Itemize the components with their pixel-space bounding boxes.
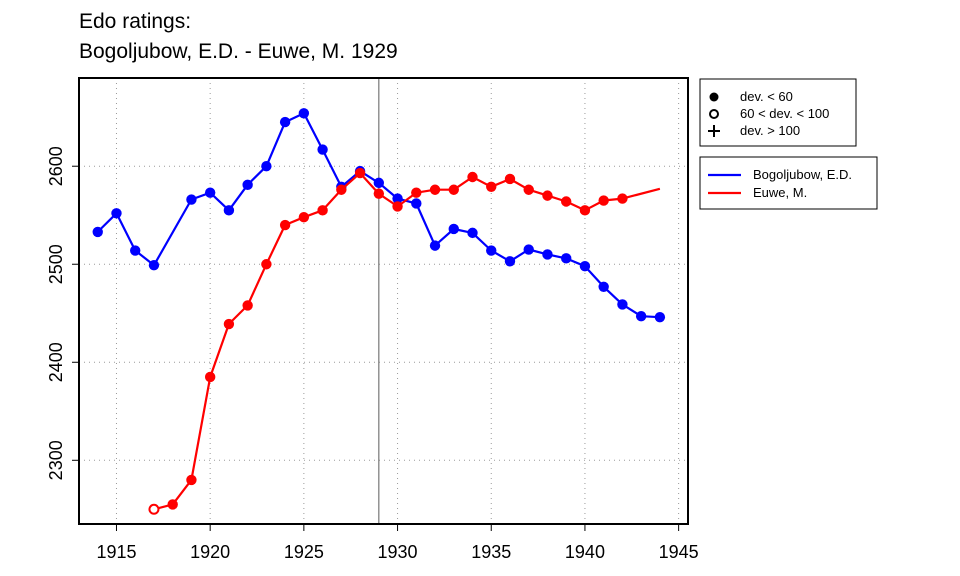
data-point [223,318,235,330]
data-point [579,261,591,272]
x-tick-label: 1915 [96,542,136,562]
data-point [561,196,572,207]
x-tick-label: 1935 [471,542,511,562]
x-tick-label: 1940 [565,542,605,562]
data-point [167,499,178,510]
data-point [504,256,516,267]
data-point [429,240,441,251]
data-point [298,108,310,119]
data-point [561,253,572,264]
x-tick-label: 1925 [284,542,324,562]
x-tick-label: 1930 [378,542,418,562]
marker-legend-label: 60 < dev. < 100 [740,106,829,121]
data-point [617,299,628,310]
series-line-1 [153,172,661,511]
y-tick-label: 2300 [46,440,66,480]
x-tick-label: 1945 [659,542,699,562]
data-point [242,179,253,191]
series-legend [699,156,878,210]
data-point [448,223,459,235]
data-point [523,244,534,255]
data-point [467,227,478,239]
legend-filled-circle [709,92,719,102]
data-point [204,371,216,383]
data-point [298,211,310,223]
data-point [542,190,553,201]
data-point [598,281,609,292]
data-point [317,205,328,216]
y-tick-label: 2500 [46,244,66,284]
chart-title: Edo ratings: [79,10,192,33]
data-point [486,245,497,256]
data-point [186,474,197,486]
series-legend-label: Bogoljubow, E.D. [753,167,852,182]
data-point [392,201,403,212]
data-point [204,187,216,198]
x-tick-label: 1920 [190,542,230,562]
data-point [336,184,347,195]
data-point [411,187,422,198]
data-point [279,219,291,231]
series-legend-label: Euwe, M. [753,185,807,200]
data-point [186,194,197,205]
data-point [223,205,235,216]
data-point [261,259,272,270]
data-point [373,188,385,199]
data-point [448,184,459,195]
marker-legend-label: dev. < 60 [740,89,793,104]
y-tick-label: 2400 [46,342,66,382]
chart-subtitle: Bogoljubow, E.D. - Euwe, M. 1929 [79,40,398,63]
data-point [617,193,628,204]
data-point [411,198,422,209]
marker-legend-label: dev. > 100 [740,123,800,138]
data-point [373,177,385,189]
data-point [130,245,141,256]
data-point [392,193,403,204]
data-point [429,184,441,195]
data-point [635,310,647,322]
data-point [354,167,366,179]
data-point [486,181,497,193]
data-point [467,171,478,183]
y-tick-label: 2600 [46,146,66,186]
data-point [598,195,609,206]
data-point [279,116,291,128]
data-point [261,161,272,172]
marker-legend [699,78,857,147]
plot-frame [78,77,689,525]
data-point [654,311,666,323]
data-point [579,205,591,216]
data-point [317,144,328,155]
data-point [523,184,534,195]
data-point [542,249,553,260]
legend-open-circle [709,109,719,119]
data-point [242,300,253,311]
data-point [111,208,122,219]
data-point [92,226,103,238]
data-point [148,260,160,271]
data-point-open [148,503,160,515]
data-point [504,173,516,185]
